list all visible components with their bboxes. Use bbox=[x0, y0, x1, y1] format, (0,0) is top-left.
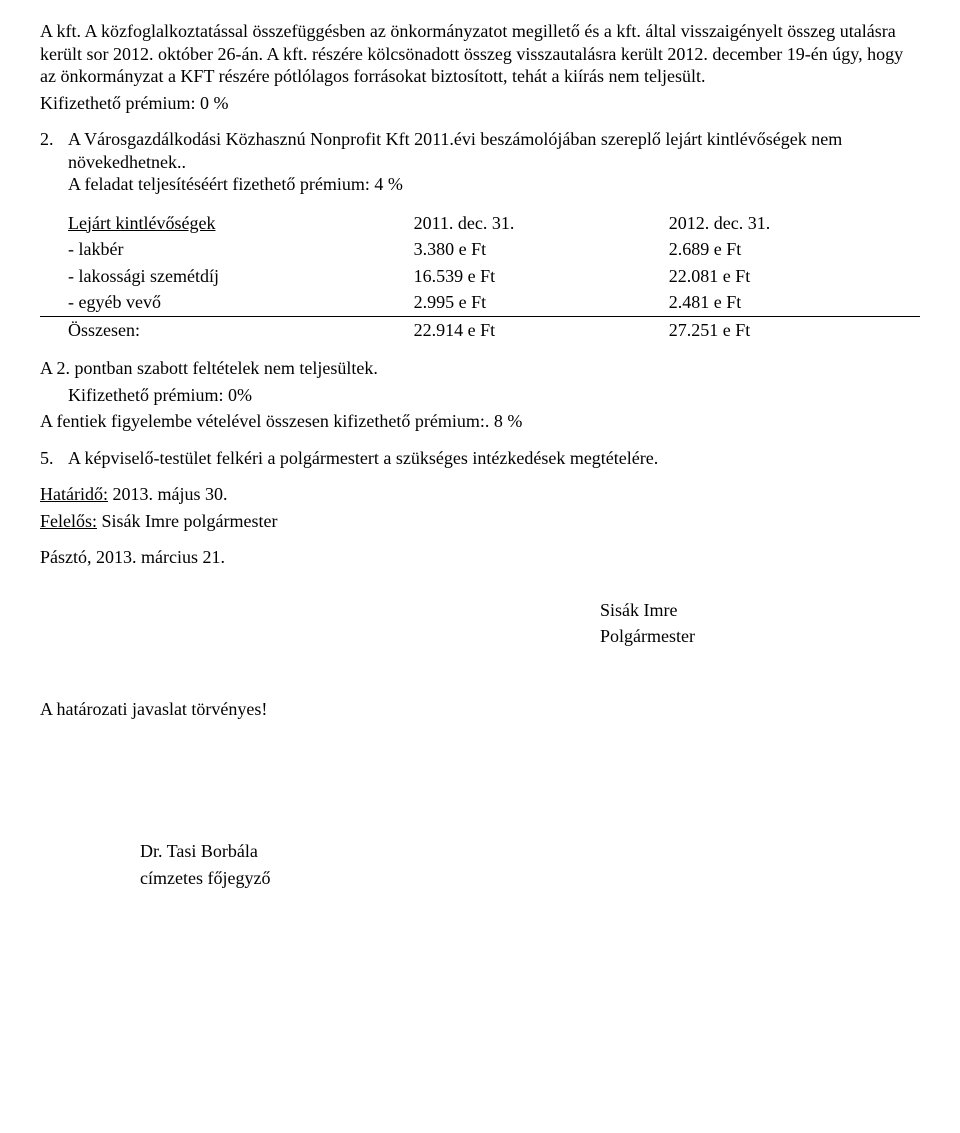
item-2-text: A Városgazdálkodási Közhasznú Nonprofit … bbox=[68, 129, 842, 172]
clerk-name: Dr. Tasi Borbála bbox=[140, 840, 920, 863]
row-2012: 2.481 e Ft bbox=[665, 289, 920, 316]
clerk-title: címzetes főjegyző bbox=[140, 867, 920, 890]
paragraph-a2: A 2. pontban szabott feltételek nem telj… bbox=[40, 357, 920, 433]
a2-line3: A fentiek figyelembe vételével összesen … bbox=[40, 410, 920, 433]
item-2-premium: A feladat teljesítéséért fizethető prémi… bbox=[40, 173, 920, 196]
item-5-text: A képviselő-testület felkéri a polgármes… bbox=[68, 447, 920, 470]
deadline-value: 2013. május 30. bbox=[108, 484, 228, 504]
a2-line2: Kifizethető prémium: 0% bbox=[40, 384, 920, 407]
paragraph-intro: A kft. A közfoglalkoztatással összefüggé… bbox=[40, 20, 920, 114]
deadline-block: Határidő: 2013. május 30. Felelős: Sisák… bbox=[40, 483, 920, 532]
table-row: - lakossági szemétdíj 16.539 e Ft 22.081… bbox=[40, 263, 920, 290]
responsible-value: Sisák Imre polgármester bbox=[97, 511, 277, 531]
item-5-number: 5. bbox=[40, 447, 68, 470]
table-header-label: Lejárt kintlévőségek bbox=[68, 213, 215, 233]
table-row: - lakbér 3.380 e Ft 2.689 e Ft bbox=[40, 236, 920, 263]
responsible-label: Felelős: bbox=[40, 511, 97, 531]
item-5: 5. A képviselő-testület felkéri a polgár… bbox=[40, 447, 920, 470]
row-label: - lakossági szemétdíj bbox=[40, 263, 410, 290]
total-label: Összesen: bbox=[40, 316, 410, 343]
total-2012: 27.251 e Ft bbox=[665, 316, 920, 343]
row-2012: 22.081 e Ft bbox=[665, 263, 920, 290]
row-label: - lakbér bbox=[40, 236, 410, 263]
place-date: Pásztó, 2013. március 21. bbox=[40, 546, 920, 569]
signature-clerk: Dr. Tasi Borbála címzetes főjegyző bbox=[140, 840, 920, 889]
row-2012: 2.689 e Ft bbox=[665, 236, 920, 263]
item-2: 2. A Városgazdálkodási Közhasznú Nonprof… bbox=[40, 128, 920, 196]
row-2011: 3.380 e Ft bbox=[410, 236, 665, 263]
signature-mayor: Sisák Imre Polgármester bbox=[600, 599, 920, 648]
table-row: - egyéb vevő 2.995 e Ft 2.481 e Ft bbox=[40, 289, 920, 316]
deadline-label: Határidő: bbox=[40, 484, 108, 504]
table-header-2011: 2011. dec. 31. bbox=[410, 210, 665, 237]
table-header-row: Lejárt kintlévőségek 2011. dec. 31. 2012… bbox=[40, 210, 920, 237]
intro-text: A kft. A közfoglalkoztatással összefüggé… bbox=[40, 20, 920, 88]
mayor-title: Polgármester bbox=[600, 625, 920, 648]
receivables-table: Lejárt kintlévőségek 2011. dec. 31. 2012… bbox=[40, 210, 920, 344]
a2-line1: A 2. pontban szabott feltételek nem telj… bbox=[40, 357, 920, 380]
table-header-2012: 2012. dec. 31. bbox=[665, 210, 920, 237]
premium-zero: Kifizethető prémium: 0 % bbox=[40, 92, 920, 115]
row-label: - egyéb vevő bbox=[40, 289, 410, 316]
mayor-name: Sisák Imre bbox=[600, 599, 920, 622]
legal-statement: A határozati javaslat törvényes! bbox=[40, 698, 920, 721]
total-2011: 22.914 e Ft bbox=[410, 316, 665, 343]
item-2-number: 2. bbox=[40, 128, 68, 173]
row-2011: 2.995 e Ft bbox=[410, 289, 665, 316]
table-total-row: Összesen: 22.914 e Ft 27.251 e Ft bbox=[40, 316, 920, 343]
row-2011: 16.539 e Ft bbox=[410, 263, 665, 290]
